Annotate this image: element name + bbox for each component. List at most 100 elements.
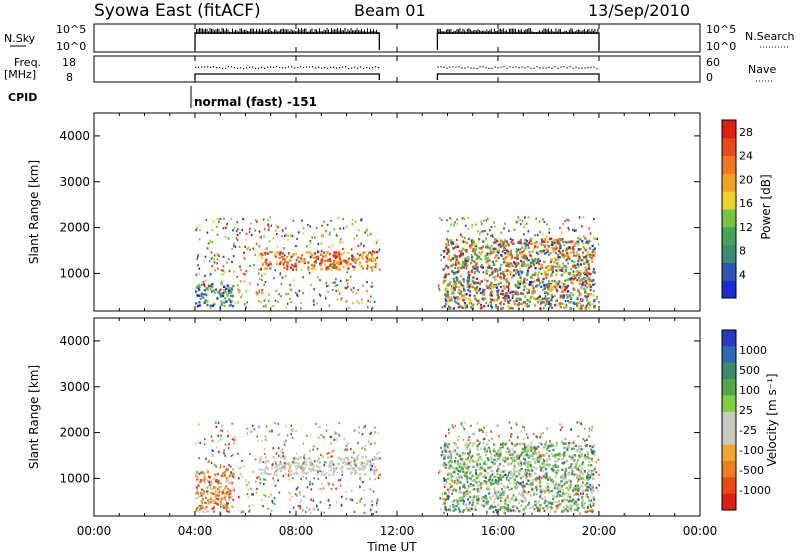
velocity-cell xyxy=(281,465,284,468)
power-cell xyxy=(447,248,450,251)
velocity-cell xyxy=(214,490,217,493)
velocity-cell xyxy=(542,475,544,478)
velocity-cell xyxy=(592,469,595,472)
velocity-cell xyxy=(576,503,579,506)
power-cell xyxy=(522,292,525,295)
power-cell xyxy=(486,233,489,236)
velocity-cell xyxy=(343,458,346,461)
velocity-cell xyxy=(541,461,544,464)
velocity-cell xyxy=(483,426,485,429)
velocity-cell xyxy=(321,482,323,485)
power-cell xyxy=(582,287,585,290)
power-cell xyxy=(536,297,539,300)
power-cell xyxy=(490,267,493,270)
power-cell xyxy=(446,243,449,247)
velocity-cell xyxy=(564,473,567,476)
velocity-colorbar-tick: -25 xyxy=(739,424,757,437)
power-cell xyxy=(456,255,459,258)
velocity-cell xyxy=(302,462,305,465)
power-cell xyxy=(553,257,556,260)
velocity-cell xyxy=(463,421,466,424)
power-cell xyxy=(233,226,236,230)
power-cell xyxy=(526,263,529,266)
velocity-cell xyxy=(589,444,592,448)
freq-sample xyxy=(584,67,586,69)
freq-sample xyxy=(321,67,323,69)
velocity-cell xyxy=(222,506,226,510)
velocity-cell xyxy=(288,467,291,470)
power-cell xyxy=(507,273,509,276)
power-cell xyxy=(203,285,206,288)
power-cell xyxy=(303,260,306,263)
power-cell xyxy=(511,264,514,267)
power-cell xyxy=(209,241,212,244)
velocity-cell xyxy=(521,484,524,488)
velocity-cell xyxy=(231,481,234,484)
power-cell xyxy=(490,273,493,276)
power-cell xyxy=(296,293,298,296)
power-cell xyxy=(327,290,329,293)
velocity-cell xyxy=(524,499,527,502)
power-cell xyxy=(285,274,287,277)
velocity-cell xyxy=(477,465,480,468)
velocity-cell xyxy=(500,470,503,473)
velocity-cell xyxy=(587,496,589,499)
power-cell xyxy=(267,219,269,222)
freq-tick-top: 18 xyxy=(62,56,76,69)
velocity-cell xyxy=(231,474,234,477)
velocity-cell xyxy=(279,469,282,473)
velocity-cell xyxy=(485,481,488,484)
power-cell xyxy=(497,295,500,299)
freq-sample xyxy=(551,67,553,69)
power-cell xyxy=(478,251,481,254)
freq-sample xyxy=(282,67,284,69)
velocity-cell xyxy=(526,469,528,472)
cpid-text: normal (fast) -151 xyxy=(194,95,317,109)
power-cell xyxy=(315,259,317,263)
x-tick-label: 16:00 xyxy=(481,524,516,538)
power-cell xyxy=(487,266,489,269)
power-cell xyxy=(550,285,553,289)
velocity-cell xyxy=(558,500,560,503)
velocity-cell xyxy=(333,467,335,470)
velocity-cell xyxy=(365,455,368,459)
power-cell xyxy=(332,281,335,285)
power-cell xyxy=(509,262,513,265)
freq-sample xyxy=(258,67,260,69)
power-cell xyxy=(481,245,484,248)
power-cell xyxy=(515,272,518,275)
velocity-cell xyxy=(578,456,582,459)
power-cell xyxy=(516,257,519,260)
power-cell xyxy=(565,247,568,251)
power-cell xyxy=(513,269,516,272)
power-cell xyxy=(592,237,595,240)
velocity-cell xyxy=(240,511,243,514)
velocity-cell xyxy=(215,465,217,468)
velocity-cell xyxy=(581,490,584,493)
velocity-cell xyxy=(217,486,221,489)
velocity-cell xyxy=(353,459,356,463)
power-cell xyxy=(458,280,461,283)
power-cell xyxy=(532,281,534,284)
velocity-cell xyxy=(448,505,452,508)
velocity-cell xyxy=(297,462,300,465)
velocity-cell xyxy=(479,447,482,450)
velocity-cell xyxy=(518,481,520,485)
velocity-cell xyxy=(538,450,540,454)
velocity-cell xyxy=(331,461,333,464)
power-cell xyxy=(358,254,361,257)
velocity-cell xyxy=(272,477,274,480)
power-cell xyxy=(500,285,502,289)
velocity-cell xyxy=(536,476,539,480)
power-cell xyxy=(245,232,248,235)
power-cell xyxy=(551,288,554,291)
velocity-cell xyxy=(585,494,588,498)
velocity-cell xyxy=(458,507,460,510)
power-cell xyxy=(472,265,475,268)
velocity-cell xyxy=(451,500,454,503)
power-cell xyxy=(355,292,357,295)
power-cell xyxy=(575,251,578,254)
power-cell xyxy=(502,242,505,245)
velocity-cell xyxy=(221,491,224,494)
